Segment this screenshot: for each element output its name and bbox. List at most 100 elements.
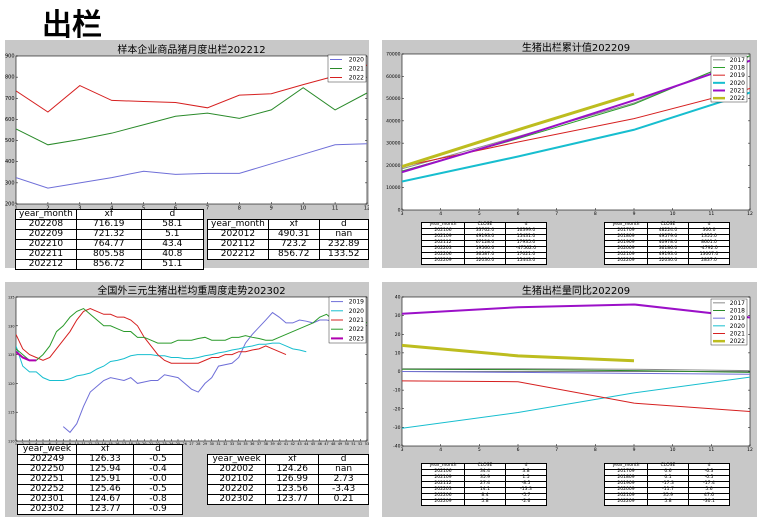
table-cell: 133.52 xyxy=(318,249,370,260)
table-cell: 202210 xyxy=(15,239,77,250)
y-tick-label: 500 xyxy=(5,138,15,144)
table-cell: 5.8 xyxy=(647,499,689,506)
table-cell: -30.1 xyxy=(688,499,730,506)
table-row: 202249 126.33 -0.5 xyxy=(17,454,183,465)
panel-yoy: 生猪出栏量同比202209 -40 -30 -20 -10 0 10 20 30 40 3 4 5 6 7 8… xyxy=(382,282,757,517)
x-tick-label: 9 xyxy=(270,206,273,212)
series-line-2021 xyxy=(402,59,750,174)
legend-label: 2021 xyxy=(730,331,745,338)
column-header: year_month xyxy=(15,209,77,220)
series-line-2021 xyxy=(16,87,367,146)
legend-label: 2022 xyxy=(349,75,364,82)
table-cell: 125.46 xyxy=(76,484,134,495)
x-tick-label: 31 xyxy=(216,442,220,446)
table-cell: 126.33 xyxy=(76,454,134,465)
table-header-row: year_month xf d xyxy=(15,209,204,220)
legend-label: 2022 xyxy=(730,338,745,345)
table-cell: -0.5 xyxy=(133,484,183,495)
table-row: 202210 764.77 43.4 xyxy=(15,239,204,250)
series-line-2020 xyxy=(16,143,367,189)
table-cell: -0.4 xyxy=(133,464,183,475)
x-tick-label: 3 xyxy=(401,447,404,453)
x-tick-label: 45 xyxy=(311,442,315,446)
y-tick-label: -30 xyxy=(393,425,400,431)
x-tick-label: 33 xyxy=(230,442,234,446)
x-tick-label: 11 xyxy=(708,211,714,217)
table-row: 202212 856.72 51.1 xyxy=(15,259,204,270)
table-cell: 125.91 xyxy=(76,474,134,485)
x-tick-label: 4 xyxy=(439,211,442,217)
chart-title: 生猪出栏量同比202209 xyxy=(522,284,630,297)
x-tick-label: 8 xyxy=(594,447,597,453)
series-line-2018 xyxy=(402,368,750,373)
x-tick-label: 3 xyxy=(78,206,81,212)
table-cell: 202102 xyxy=(206,474,267,485)
x-tick-label: 48 xyxy=(331,442,335,446)
table-row: 202202 123.56 -3.43 xyxy=(206,484,369,495)
x-tick-label: 21 xyxy=(149,442,153,446)
legend-label: 2022 xyxy=(349,326,364,333)
x-tick-label: 16 xyxy=(115,442,119,446)
column-header: d xyxy=(133,444,183,455)
x-tick-label: 52 xyxy=(358,442,362,446)
x-tick-label: 5 xyxy=(478,211,481,217)
column-header: xf xyxy=(75,209,142,220)
x-tick-label: 18 xyxy=(129,442,133,446)
y-tick-label: 30000 xyxy=(386,141,400,147)
table-cell: 202112 xyxy=(207,239,269,250)
x-tick-label: 7 xyxy=(555,447,558,453)
plot-area xyxy=(15,296,368,442)
table-cell: 721.32 xyxy=(75,229,142,240)
y-tick-label: 60000 xyxy=(386,74,400,80)
legend-label: 2020 xyxy=(349,57,364,64)
x-tick-label: 30 xyxy=(210,442,214,446)
x-tick-label: 20 xyxy=(142,442,146,446)
chart-title: 样本企业商品猪月度出栏202212 xyxy=(117,43,265,56)
x-tick-label: 14 xyxy=(102,442,106,446)
x-tick-label: 12 xyxy=(88,442,92,446)
table-cell: -0.5 xyxy=(133,454,183,465)
series-line-2023 xyxy=(16,350,37,362)
legend-label: 2020 xyxy=(730,80,745,87)
x-tick-label: 49 xyxy=(338,442,342,446)
table-header-row: year_month xf d xyxy=(207,219,370,230)
x-tick-label: 28 xyxy=(196,442,200,446)
table-row: 202209 52030.0 15443.0 xyxy=(421,258,547,265)
x-tick-label: 8 xyxy=(594,211,597,217)
data-table: year_month CLOSE d 201709 48224.0 300.0 201809… xyxy=(604,222,730,265)
table-cell: 2.73 xyxy=(318,474,369,485)
legend-label: 2020 xyxy=(349,308,364,315)
table-cell: 5.1 xyxy=(140,229,204,240)
column-header: d xyxy=(318,454,369,465)
chart-yoy-sales: 生猪出栏量同比202209 -40 -30 -20 -10 0 10 20 30 40 3 4 5 6 7 8… xyxy=(393,284,753,453)
y-tick-label: 400 xyxy=(5,159,15,165)
legend-label: 2017 xyxy=(730,300,745,307)
y-tick-label: 200 xyxy=(5,202,15,208)
table-cell: 202212 xyxy=(15,259,77,270)
x-tick-label: 12 xyxy=(364,206,369,212)
y-tick-label: -20 xyxy=(393,406,400,412)
chart-monthly-hog-sales: 样本企业商品猪月度出栏202212 200 300 400 500 600 700 800 90… xyxy=(5,43,369,212)
series-line-2022 xyxy=(16,307,367,361)
table-cell: 202209 xyxy=(604,499,648,506)
x-tick-label: 10 xyxy=(300,206,306,212)
table-cell: 202202 xyxy=(206,484,267,495)
table-cell: 43.4 xyxy=(140,239,204,250)
table-cell: 58.1 xyxy=(140,219,204,230)
table-row: 202209 5.8 -2.6 xyxy=(421,499,547,506)
x-tick-label: 11 xyxy=(81,442,85,446)
table-header-row: year_week xf d xyxy=(206,454,369,465)
x-tick-label: 2 xyxy=(22,442,24,446)
x-tick-label: 44 xyxy=(304,442,308,446)
x-tick-label: 24 xyxy=(169,442,173,446)
table-cell: 125.94 xyxy=(76,464,134,475)
table-row: 202209 5.8 -30.1 xyxy=(604,499,730,506)
x-tick-label: 23 xyxy=(162,442,166,446)
y-tick-label: -10 xyxy=(393,388,400,394)
x-tick-label: 1 xyxy=(15,442,17,446)
table-cell: 2837.0 xyxy=(688,258,730,265)
y-tick-label: 20 xyxy=(395,332,401,338)
series-line-2022 xyxy=(16,64,367,113)
x-tick-label: 12 xyxy=(747,211,753,217)
table-cell: 202250 xyxy=(17,464,77,475)
